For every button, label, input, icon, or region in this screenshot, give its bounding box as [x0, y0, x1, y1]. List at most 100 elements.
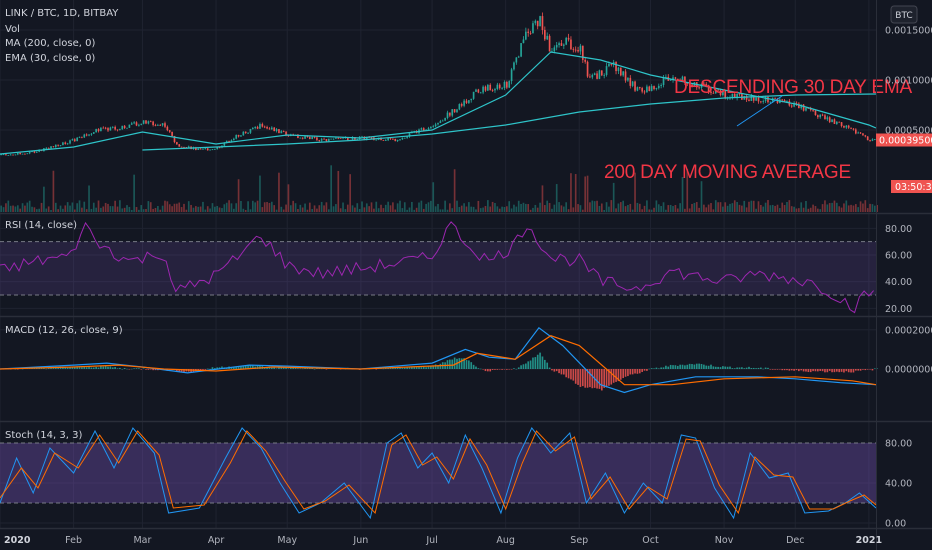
volume-bar: [59, 205, 62, 212]
y-axes[interactable]: 0.00150000 0.00100000 0.00050000 80.00 60.00…: [885, 26, 932, 530]
macd-hist-bar: [128, 369, 131, 370]
stoch-pane[interactable]: Stoch (14, 3, 3): [0, 427, 877, 520]
currency-badge-label[interactable]: BTC: [895, 11, 912, 21]
macd-hist-bar: [536, 354, 539, 369]
annotation-ema: DESCENDING 30 DAY EMA: [674, 77, 912, 98]
volume-bar: [401, 208, 404, 212]
volume-bar: [92, 202, 95, 212]
candle-body: [513, 62, 515, 70]
macd-hist-bar: [589, 369, 591, 388]
candle-body: [389, 138, 392, 139]
volume-bar: [323, 205, 325, 212]
volume-bar: [774, 205, 776, 212]
macd-hist-bar: [104, 365, 107, 369]
candle-body: [669, 79, 672, 81]
volume-bar: [384, 204, 387, 212]
macd-hist-bar: [648, 368, 651, 370]
volume-bar: [223, 204, 226, 212]
macd-hist-bar: [121, 368, 124, 370]
volume-bar: [197, 206, 200, 212]
legend-ma: MA (200, close, 0): [5, 38, 95, 49]
candle-body: [228, 140, 230, 143]
candle-body: [655, 88, 658, 90]
macd-hist-bar: [615, 369, 617, 382]
macd-hist-bar: [717, 366, 719, 369]
macd-hist-bar: [591, 369, 594, 389]
macd-hist-bar: [520, 365, 522, 369]
currency-badge-box[interactable]: [890, 5, 918, 24]
macd-hist-bar: [741, 367, 743, 369]
macd-hist-bar: [251, 365, 254, 369]
candle-body: [299, 137, 302, 139]
macd-hist-bar: [259, 365, 261, 369]
volume-bar: [506, 206, 508, 212]
candle-body: [173, 135, 176, 143]
candle-body: [408, 133, 411, 137]
candle-body: [185, 147, 188, 148]
volume-bar: [9, 205, 12, 212]
volume-bar: [463, 203, 465, 212]
price-pane[interactable]: DESCENDING 30 DAY EMA 200 DAY MOVING AVE…: [0, 12, 913, 212]
candle-body: [743, 95, 746, 100]
currency-badge[interactable]: BTC: [890, 5, 918, 24]
volume-bar: [852, 205, 855, 212]
candle-body: [102, 127, 105, 129]
volume-bar: [857, 207, 860, 212]
stoch-d-line: [0, 430, 877, 515]
volume-bar: [845, 200, 848, 212]
volume-bar: [814, 206, 817, 212]
volume-bar: [748, 201, 750, 212]
macd-hist-bar: [821, 369, 824, 372]
macd-hist-bar: [624, 369, 627, 377]
macd-hist-bar: [769, 369, 772, 370]
candle-body: [636, 87, 639, 91]
macd-hist-bar: [605, 369, 608, 388]
volume-bar: [100, 207, 102, 212]
volume-bar: [470, 206, 473, 212]
macd-hist-bar: [710, 364, 712, 369]
x-axis[interactable]: 2020 Feb Mar Apr May Jun Jul Aug Sep Oct Nov Dec 202…: [4, 535, 882, 546]
candle-body: [263, 126, 266, 128]
candle-body: [218, 147, 221, 149]
candle-body: [145, 120, 147, 124]
candle-body: [223, 142, 226, 146]
candle-body: [161, 123, 164, 126]
candle-body: [629, 77, 632, 86]
macd-hist-bar: [534, 357, 537, 369]
candle-body: [767, 97, 769, 103]
candle-body: [225, 140, 228, 143]
candle-body: [216, 147, 219, 149]
volume-bar: [453, 169, 456, 212]
volume-bar: [686, 168, 689, 212]
macd-hist-bar: [508, 369, 511, 370]
candle-body: [517, 56, 520, 58]
macd-hist-bar: [662, 367, 665, 369]
macd-hist-bar: [69, 366, 71, 369]
macd-hist-bar: [584, 369, 587, 388]
volume-bar: [413, 209, 416, 212]
macd-hist-bar: [840, 369, 843, 372]
macd-hist-bar: [183, 369, 185, 373]
candle-body: [206, 148, 209, 151]
rsi-pane[interactable]: RSI (14, close): [0, 220, 876, 314]
macd-hist-bar: [608, 369, 610, 386]
volume-bar: [14, 206, 17, 212]
candle-body: [548, 35, 551, 52]
last-price-tag: 0.00039500 03:50:32: [876, 133, 932, 193]
macd-hist-bar: [757, 367, 760, 369]
volume-bar: [634, 172, 636, 212]
macd-hist-bar: [211, 367, 214, 369]
candle-body: [24, 153, 26, 155]
macd-hist-bar: [745, 367, 748, 369]
volume-bar: [209, 208, 211, 212]
volume-bar: [795, 208, 798, 212]
macd-hist-bar: [729, 366, 731, 369]
volume-bar: [503, 206, 506, 212]
candle-body: [394, 138, 397, 142]
volume-bar: [579, 205, 582, 212]
macd-pane[interactable]: MACD (12, 26, close, 9): [0, 325, 879, 394]
macd-hist-bar: [705, 365, 708, 369]
candle-body: [807, 108, 810, 109]
